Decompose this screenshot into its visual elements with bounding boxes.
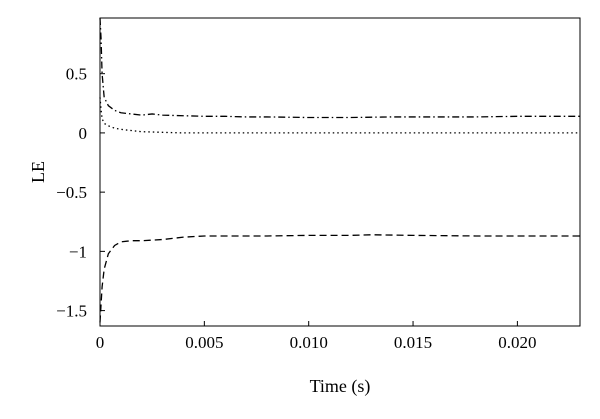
y-tick-label: −1.5	[56, 302, 87, 321]
series-line-dash-dot	[99, 17, 580, 119]
series-line-dotted	[99, 97, 580, 134]
series-line-dashed	[99, 234, 580, 323]
x-tick-label: 0.020	[498, 333, 536, 352]
x-tick-label: 0.005	[185, 333, 223, 352]
y-axis-title: LE	[28, 161, 48, 183]
y-tick-label: 0.5	[66, 65, 87, 84]
x-axis-title: Time (s)	[310, 376, 371, 397]
x-tick-label: 0	[96, 333, 105, 352]
series-layer	[99, 17, 580, 323]
y-tick-label: −0.5	[56, 183, 87, 202]
ticks-layer	[99, 73, 518, 326]
y-tick-label: −1	[69, 242, 87, 261]
x-tick-label: 0.015	[394, 333, 432, 352]
x-tick-label: 0.010	[290, 333, 328, 352]
labels-layer: 0 0.005 0.010 0.015 0.020 0.5 0 −0.5 −1 −1.5	[56, 65, 536, 352]
plot-frame	[99, 17, 581, 327]
y-tick-label: 0	[79, 124, 88, 143]
